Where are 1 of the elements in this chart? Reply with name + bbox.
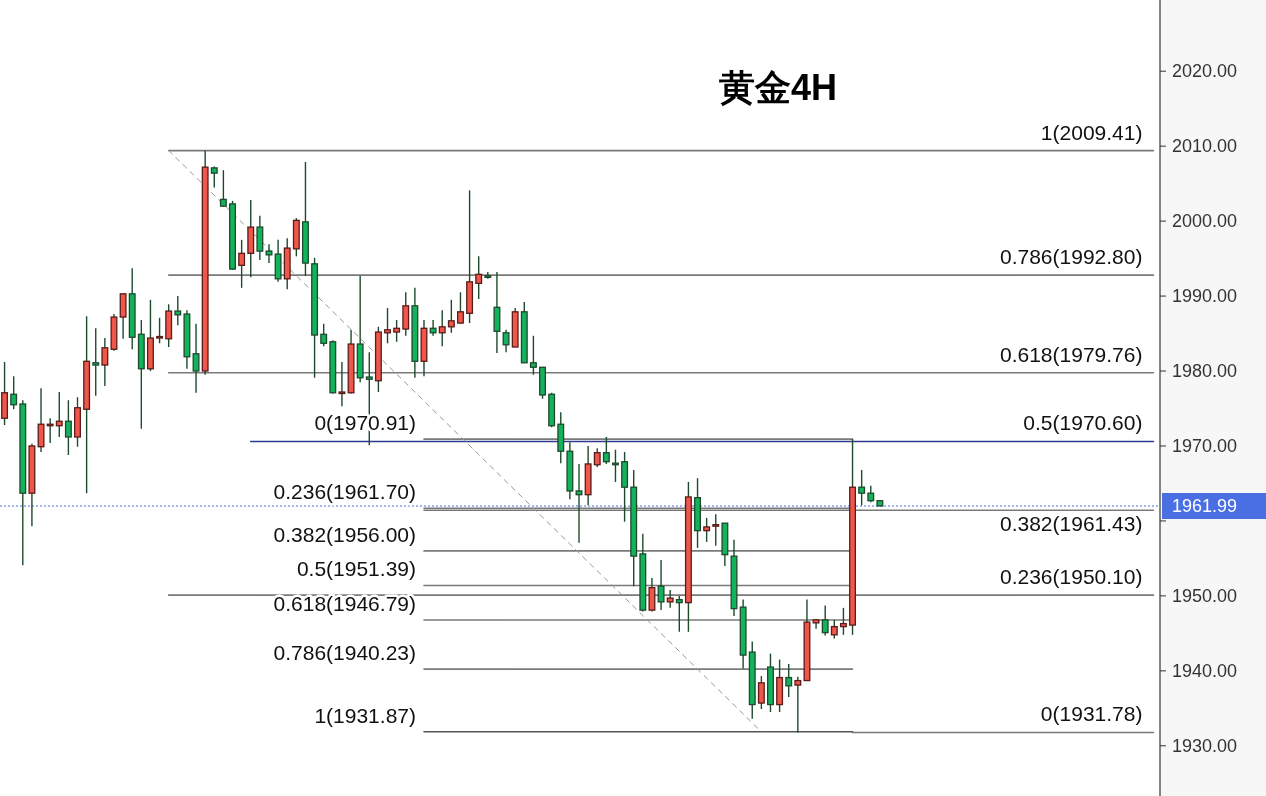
title: 黄金4H: [719, 67, 837, 108]
